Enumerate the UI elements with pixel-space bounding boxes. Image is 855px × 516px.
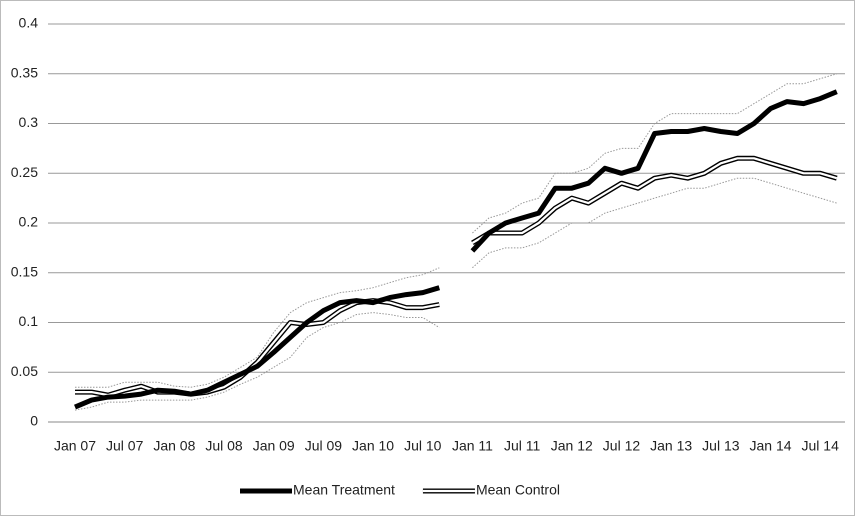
band-line (75, 73, 837, 388)
x-tick-label: Jan 09 (253, 438, 295, 454)
y-tick-label: 0.35 (11, 64, 38, 80)
x-tick-label: Jan 08 (153, 438, 195, 454)
y-tick-label: 0.1 (19, 313, 39, 329)
legend-label: Mean Treatment (293, 482, 395, 498)
x-tick-label: Jan 11 (452, 438, 493, 454)
legend-label: Mean Control (476, 482, 560, 498)
y-tick-label: 0.25 (11, 164, 38, 180)
x-tick-label: Jul 11 (504, 438, 541, 454)
x-tick-label: Jan 10 (352, 438, 394, 454)
x-tick-label: Jan 14 (749, 438, 791, 454)
x-tick-label: Jan 07 (54, 438, 96, 454)
x-tick-label: Jul 07 (106, 438, 144, 454)
x-tick-label: Jan 13 (650, 438, 692, 454)
y-tick-label: 0.4 (19, 15, 39, 31)
x-tick-label: Jul 12 (603, 438, 641, 454)
y-tick-label: 0 (30, 413, 38, 429)
x-tick-label: Jul 14 (802, 438, 840, 454)
x-tick-label: Jul 08 (205, 438, 243, 454)
y-tick-label: 0.3 (19, 114, 39, 130)
x-tick-label: Jul 13 (702, 438, 740, 454)
x-tick-label: Jan 12 (551, 438, 593, 454)
x-tick-label: Jul 10 (404, 438, 442, 454)
band-line (74, 177, 837, 411)
y-tick-label: 0.05 (11, 363, 38, 379)
y-tick-label: 0.15 (11, 263, 38, 279)
x-tick-label: Jul 09 (305, 438, 343, 454)
y-tick-label: 0.2 (19, 214, 39, 230)
line (74, 89, 838, 410)
